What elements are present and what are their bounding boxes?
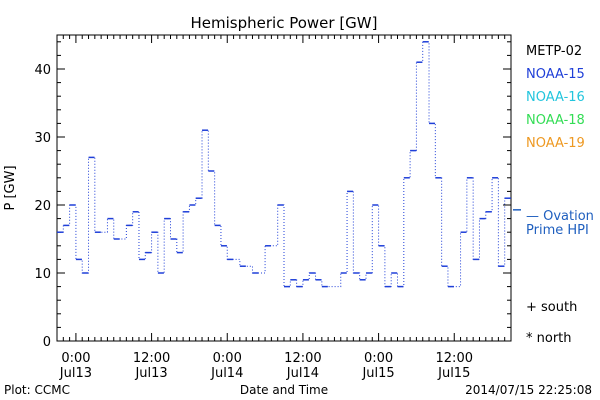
symbol-legend-entry: * north bbox=[526, 331, 572, 346]
chart-title: Hemispheric Power [GW] bbox=[191, 14, 378, 32]
series-line bbox=[57, 41, 511, 288]
plot-frame bbox=[56, 34, 512, 342]
legend-entry: NOAA-18 bbox=[526, 113, 585, 128]
x-tick-label: Jul15 bbox=[361, 366, 394, 381]
legend: METP-02 NOAA-15 NOAA-16 NOAA-18 NOAA-19 bbox=[526, 44, 585, 151]
x-tick-label: 12:00 bbox=[436, 351, 473, 366]
symbol-legend-entry: + south bbox=[526, 300, 577, 315]
x-tick-label: 12:00 bbox=[133, 351, 170, 366]
plot-credit: Plot: CCMC bbox=[4, 383, 70, 397]
x-tick-label: Jul14 bbox=[286, 366, 319, 381]
y-tick-label: 0 bbox=[43, 335, 51, 350]
y-axis-label: P [GW] bbox=[3, 165, 18, 210]
ovation-label: Prime HPI bbox=[526, 223, 589, 238]
legend-entry: NOAA-16 bbox=[526, 90, 585, 105]
x-tick-label: 0:00 bbox=[213, 351, 242, 366]
plot-timestamp: 2014/07/15 22:25:08 bbox=[465, 383, 592, 397]
legend-entry: NOAA-19 bbox=[526, 136, 585, 151]
legend-entry: NOAA-15 bbox=[526, 67, 585, 82]
y-tick-label: 40 bbox=[34, 63, 51, 78]
x-tick-label: 12:00 bbox=[284, 351, 321, 366]
legend-entry: METP-02 bbox=[526, 44, 582, 59]
x-tick-label: 0:00 bbox=[61, 351, 90, 366]
x-tick-label: Jul14 bbox=[210, 366, 243, 381]
ovation-label: — Ovation bbox=[526, 209, 594, 224]
x-tick-label: Jul15 bbox=[437, 366, 470, 381]
y-tick-label: 20 bbox=[34, 199, 51, 214]
y-axis-ticks: 0 10 20 30 40 bbox=[34, 41, 511, 350]
x-tick-label: 0:00 bbox=[364, 351, 393, 366]
x-axis-label: Date and Time bbox=[240, 383, 328, 397]
y-tick-label: 30 bbox=[34, 131, 51, 146]
symbol-legend: + south * north bbox=[526, 300, 577, 346]
x-tick-label: Jul13 bbox=[134, 366, 167, 381]
x-axis-ticks: 0:00Jul1312:00Jul130:00Jul1412:00Jul140:… bbox=[56, 35, 512, 381]
x-tick-label: Jul13 bbox=[59, 366, 92, 381]
series-layer bbox=[57, 41, 511, 288]
y-tick-label: 10 bbox=[34, 267, 51, 282]
